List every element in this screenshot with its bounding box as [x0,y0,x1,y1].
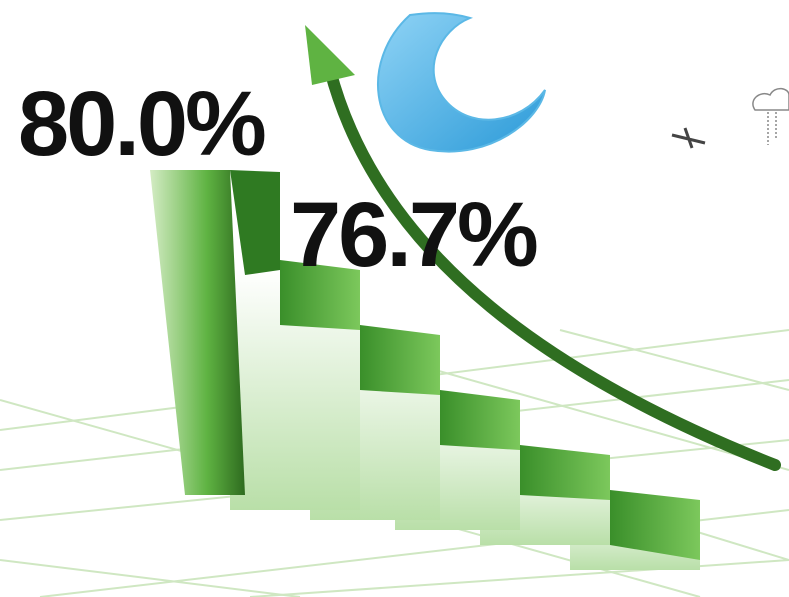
plane-icon [672,128,705,148]
cloud-icon [753,89,789,145]
globe-icon [378,13,545,152]
percentage-label: 80.0% [18,73,265,175]
illustration: 80.0% 76.7% [0,0,789,597]
percentage-label: 76.7% [290,184,537,286]
